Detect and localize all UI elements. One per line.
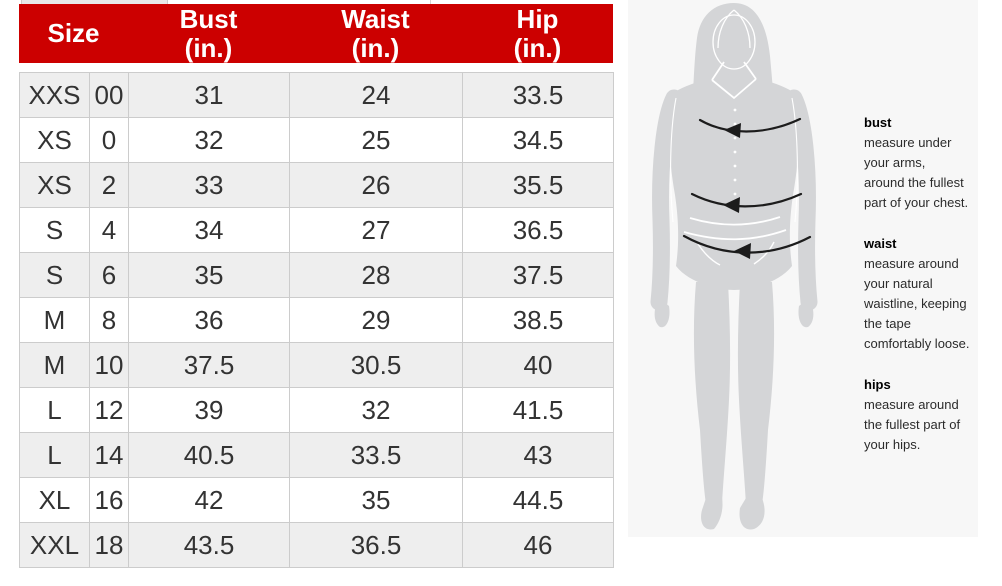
table-row: S 4 34 27 36.5 <box>19 207 614 253</box>
cell-waist: 36.5 <box>289 522 463 568</box>
clipped-cell-border <box>430 0 431 4</box>
header-bust: Bust (in.) <box>179 3 238 63</box>
cell-size-label: M <box>19 297 90 343</box>
cell-bust: 36 <box>128 297 290 343</box>
cell-size-label: XXS <box>19 72 90 118</box>
cell-bust: 40.5 <box>128 432 290 478</box>
cell-size-number: 00 <box>89 72 129 118</box>
cell-bust: 33 <box>128 162 290 208</box>
bust-instructions: bust measure under your arms, around the… <box>864 113 976 213</box>
cell-size-number: 0 <box>89 117 129 163</box>
table-row: L 12 39 32 41.5 <box>19 387 614 433</box>
cell-waist: 27 <box>289 207 463 253</box>
cell-size-number: 4 <box>89 207 129 253</box>
bust-description: measure under your arms, around the full… <box>864 135 969 210</box>
cell-waist: 30.5 <box>289 342 463 388</box>
cell-waist: 25 <box>289 117 463 163</box>
waist-arrow-icon <box>690 192 803 208</box>
cell-size-label: M <box>19 342 90 388</box>
table-row: L 14 40.5 33.5 43 <box>19 432 614 478</box>
cell-size-number: 12 <box>89 387 129 433</box>
bust-heading: bust <box>864 115 892 130</box>
size-chart-body: XXS 00 31 24 33.5 XS 0 32 25 34.5 XS 2 <box>19 72 614 568</box>
table-row: XS 0 32 25 34.5 <box>19 117 614 163</box>
table-row: XS 2 33 26 35.5 <box>19 162 614 208</box>
cell-hip: 36.5 <box>462 207 614 253</box>
cell-bust: 42 <box>128 477 290 523</box>
cell-bust: 43.5 <box>128 522 290 568</box>
bust-arrow-icon <box>698 117 802 133</box>
cell-size-label: L <box>19 387 90 433</box>
cell-hip: 37.5 <box>462 252 614 298</box>
cell-size-number: 16 <box>89 477 129 523</box>
size-chart-table: XXS 00 31 24 33.5 XS 0 32 25 34.5 XS 2 <box>19 72 614 568</box>
measurement-figure <box>628 0 856 537</box>
cell-size-label: S <box>19 207 90 253</box>
header-size: Size <box>47 18 100 48</box>
table-row: XXS 00 31 24 33.5 <box>19 72 614 118</box>
cell-waist: 32 <box>289 387 463 433</box>
hips-description: measure around the fullest part of your … <box>864 397 961 452</box>
table-row: XL 16 42 35 44.5 <box>19 477 614 523</box>
table-row: XXL 18 43.5 36.5 46 <box>19 522 614 568</box>
cell-size-label: XL <box>19 477 90 523</box>
clipped-tab-row <box>19 0 613 4</box>
cell-size-number: 10 <box>89 342 129 388</box>
cell-size-number: 6 <box>89 252 129 298</box>
size-chart-header: Size Bust (in.) Waist (in.) Hip (in.) <box>19 4 613 63</box>
measurement-guide-panel: bust measure under your arms, around the… <box>628 0 978 537</box>
cell-waist: 35 <box>289 477 463 523</box>
hips-instructions: hips measure around the fullest part of … <box>864 375 976 455</box>
cell-bust: 35 <box>128 252 290 298</box>
cell-hip: 41.5 <box>462 387 614 433</box>
cell-size-label: S <box>19 252 90 298</box>
cell-hip: 34.5 <box>462 117 614 163</box>
cell-size-label: XXL <box>19 522 90 568</box>
cell-waist: 26 <box>289 162 463 208</box>
cell-waist: 28 <box>289 252 463 298</box>
waist-heading: waist <box>864 236 897 251</box>
cell-size-number: 18 <box>89 522 129 568</box>
table-row: S 6 35 28 37.5 <box>19 252 614 298</box>
cell-size-label: XS <box>19 117 90 163</box>
cell-hip: 44.5 <box>462 477 614 523</box>
hips-heading: hips <box>864 377 891 392</box>
cell-waist: 33.5 <box>289 432 463 478</box>
cell-hip: 38.5 <box>462 297 614 343</box>
cell-bust: 37.5 <box>128 342 290 388</box>
cell-hip: 40 <box>462 342 614 388</box>
clipped-tab <box>21 0 168 4</box>
cell-bust: 39 <box>128 387 290 433</box>
header-hip: Hip (in.) <box>513 3 562 63</box>
cell-bust: 32 <box>128 117 290 163</box>
table-row: M 8 36 29 38.5 <box>19 297 614 343</box>
cell-waist: 29 <box>289 297 463 343</box>
cell-waist: 24 <box>289 72 463 118</box>
cell-size-label: XS <box>19 162 90 208</box>
cell-hip: 43 <box>462 432 614 478</box>
cell-size-number: 14 <box>89 432 129 478</box>
woman-silhouette-figure <box>650 3 818 530</box>
cell-hip: 33.5 <box>462 72 614 118</box>
waist-description: measure around your natural waistline, k… <box>864 256 970 351</box>
cell-size-label: L <box>19 432 90 478</box>
cell-bust: 34 <box>128 207 290 253</box>
cell-size-number: 2 <box>89 162 129 208</box>
cell-size-number: 8 <box>89 297 129 343</box>
measurement-instructions: bust measure under your arms, around the… <box>864 113 976 476</box>
cell-hip: 46 <box>462 522 614 568</box>
cell-bust: 31 <box>128 72 290 118</box>
waist-instructions: waist measure around your natural waistl… <box>864 234 976 354</box>
size-chart: Size Bust (in.) Waist (in.) Hip (in.) XX… <box>19 0 614 568</box>
cell-hip: 35.5 <box>462 162 614 208</box>
header-waist: Waist (in.) <box>341 3 410 63</box>
table-row: M 10 37.5 30.5 40 <box>19 342 614 388</box>
